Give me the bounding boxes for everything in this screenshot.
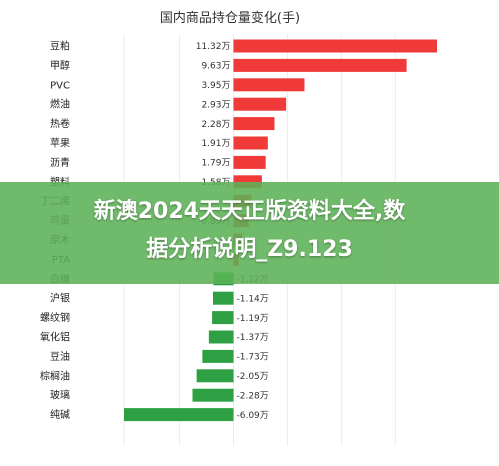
value-label-0: 11.32万	[196, 42, 231, 52]
bar-16	[202, 349, 234, 363]
bar-19	[124, 408, 234, 422]
category-label-17: 棕榈油	[40, 369, 70, 382]
value-label-1: 9.63万	[201, 62, 230, 72]
bar-4	[233, 117, 275, 131]
value-label-5: 1.91万	[201, 139, 230, 149]
bar-14	[212, 311, 234, 325]
bar-2	[233, 78, 305, 92]
category-label-1: 甲醇	[50, 59, 70, 72]
bar-3	[233, 97, 287, 111]
category-label-15: 氧化铝	[40, 331, 70, 344]
value-label-16: -1.73万	[236, 353, 268, 363]
category-label-4: 热卷	[50, 117, 70, 130]
value-label-3: 2.93万	[201, 100, 230, 110]
value-label-13: -1.14万	[236, 294, 268, 304]
value-label-17: -2.05万	[236, 372, 268, 382]
value-label-18: -2.28万	[236, 391, 268, 401]
bar-5	[233, 136, 268, 150]
overlay-text: 新澳2024天天正版资料大全,数 据分析说明_Z9.123	[0, 193, 499, 269]
bar-1	[233, 58, 407, 72]
category-label-18: 玻璃	[50, 389, 70, 402]
chart-title: 国内商品持仓量变化(手)	[160, 10, 300, 26]
value-label-4: 2.28万	[201, 120, 230, 130]
bar-0	[233, 39, 437, 53]
category-label-0: 豆粕	[50, 40, 70, 53]
bar-13	[212, 291, 234, 305]
value-label-19: -6.09万	[236, 411, 268, 421]
value-label-6: 1.79万	[201, 159, 230, 169]
value-label-2: 3.95万	[201, 81, 230, 91]
category-label-14: 螺纹钢	[40, 311, 70, 324]
category-label-3: 燃油	[50, 98, 70, 111]
overlay-line-1: 新澳2024天天正版资料大全,数	[93, 199, 406, 224]
value-label-15: -1.37万	[236, 333, 268, 343]
category-label-6: 沥青	[50, 156, 70, 169]
category-label-13: 沪银	[50, 292, 70, 305]
overlay-line-2: 据分析说明_Z9.123	[146, 237, 353, 262]
category-label-2: PVC	[50, 80, 70, 91]
bar-15	[208, 330, 234, 344]
category-label-19: 纯碱	[50, 408, 70, 421]
value-label-14: -1.19万	[236, 314, 268, 324]
overlay-banner	[0, 182, 499, 284]
category-label-5: 苹果	[50, 137, 70, 150]
bar-18	[192, 388, 234, 402]
bar-17	[196, 369, 234, 383]
category-label-16: 豆油	[50, 350, 70, 363]
bar-6	[233, 155, 266, 169]
